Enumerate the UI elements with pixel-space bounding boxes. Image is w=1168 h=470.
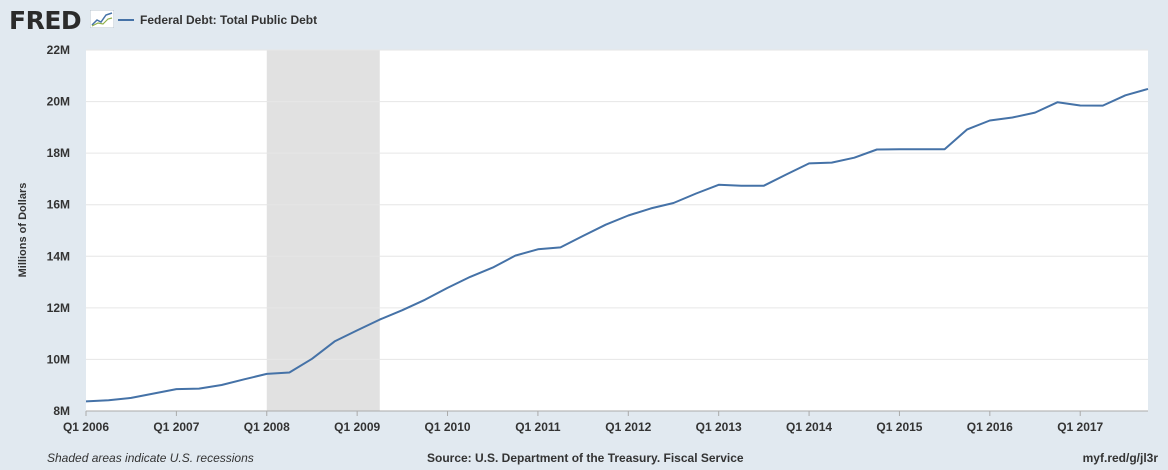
chart-header: FRED Federal Debt: Total Public Debt [0,0,1168,44]
x-tick-label: Q1 2014 [786,420,832,434]
y-tick-label: 22M [47,43,70,57]
x-tick-label: Q1 2017 [1057,420,1103,434]
legend-series-label: Federal Debt: Total Public Debt [140,13,318,27]
x-tick-label: Q1 2010 [425,420,471,434]
fred-logo[interactable]: FRED [9,6,82,35]
x-axis: Q1 2006 Q1 2007 Q1 2008 Q1 2009 Q1 2010 Q1 20… [63,410,1148,434]
y-tick-label: 20M [47,95,70,109]
x-tick-label: Q1 2013 [696,420,742,434]
recession-band [266,50,380,411]
y-tick-label: 16M [47,198,70,212]
fred-logo-graph-icon [90,10,114,28]
y-tick-label: 12M [47,301,70,315]
x-tick-label: Q1 2008 [244,420,290,434]
y-axis: 8M 10M 12M 14M 16M 18M 20M 22M [47,43,70,418]
recession-shading-group [266,50,380,411]
x-tick-label: Q1 2012 [605,420,651,434]
recession-note: Shaded areas indicate U.S. recessions [47,451,254,465]
y-tick-label: 10M [47,352,70,366]
y-axis-title: Millions of Dollars [17,183,29,278]
short-link[interactable]: myf.red/g/jl3r [1082,451,1158,465]
y-tick-label: 18M [47,146,70,160]
legend-series-swatch [118,19,134,21]
x-tick-label: Q1 2007 [153,420,199,434]
x-tick-label: Q1 2009 [334,420,380,434]
y-tick-label: 8M [53,404,70,418]
series-line [85,87,1149,403]
x-tick-label: Q1 2016 [967,420,1013,434]
x-tick-label: Q1 2006 [63,420,109,434]
x-tick-label: Q1 2011 [515,420,561,434]
series-group [85,87,1149,403]
x-tick-label: Q1 2015 [876,420,922,434]
plot-area [86,50,1148,411]
y-tick-label: 14M [47,249,70,263]
gridlines [86,49,1148,360]
source-note: Source: U.S. Department of the Treasury.… [427,451,744,465]
